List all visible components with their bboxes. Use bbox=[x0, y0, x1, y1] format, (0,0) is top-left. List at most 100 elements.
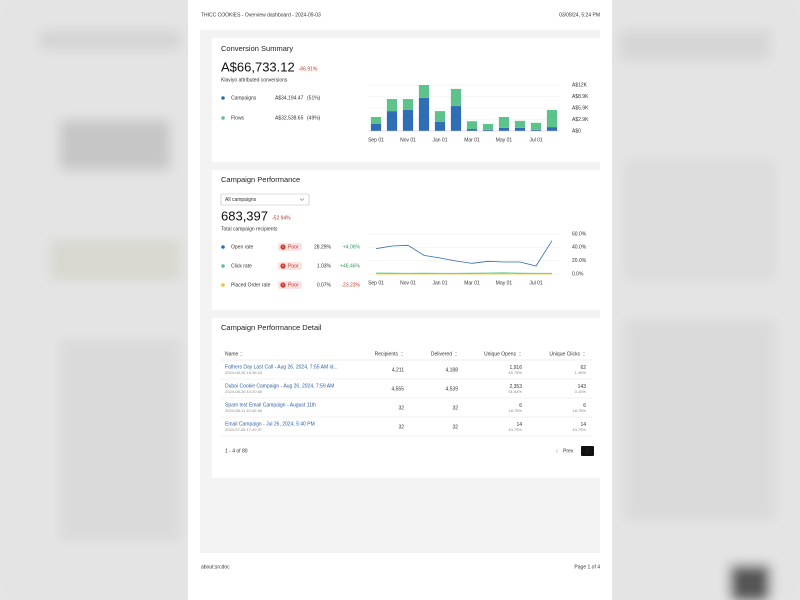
sort-icon bbox=[518, 351, 522, 357]
cell: 32 bbox=[398, 405, 404, 411]
bar-segment bbox=[386, 111, 398, 131]
header-left: THICC COOKIES - Overview dashboard - 202… bbox=[201, 12, 321, 18]
cell: 4,555 bbox=[391, 386, 404, 392]
bar-segment bbox=[450, 106, 462, 131]
cell: 62 bbox=[580, 365, 586, 371]
metric-change: -23.23% bbox=[341, 282, 360, 288]
line-series bbox=[375, 240, 553, 267]
subtitle: Klaviyo attributed conversions bbox=[221, 77, 288, 83]
metric-name: Click rate bbox=[231, 263, 252, 269]
campaign-name[interactable]: Email Campaign - Jul 26, 2024, 5:40 PM bbox=[225, 421, 315, 427]
total: A$66,733.12 bbox=[221, 59, 295, 74]
change: -66.91% bbox=[299, 66, 318, 72]
x-tick-label: May 01 bbox=[496, 280, 513, 286]
y-tick-label: A$2.9K bbox=[572, 117, 589, 123]
prev-button[interactable]: Prev bbox=[563, 448, 574, 454]
column-header[interactable]: Unique Clicks bbox=[549, 351, 580, 357]
column-header[interactable]: Delivered bbox=[431, 351, 452, 357]
bar-segment bbox=[514, 127, 526, 131]
campaign-date: 2024-07-26 17:42:37 bbox=[225, 427, 263, 432]
legend-dot bbox=[221, 264, 225, 268]
column-header[interactable]: Recipients bbox=[375, 351, 399, 357]
y-tick-label: A$5.9K bbox=[572, 105, 589, 111]
sort-icon bbox=[582, 351, 586, 357]
legend-share: (51%) bbox=[307, 95, 321, 101]
cell: 2,353 bbox=[509, 384, 522, 390]
bar-segment bbox=[466, 129, 478, 131]
bar-segment bbox=[498, 116, 510, 128]
card bbox=[212, 170, 600, 310]
metric-rate: 1.03% bbox=[317, 263, 332, 269]
x-tick-label: Nov 01 bbox=[400, 280, 416, 286]
bar-segment bbox=[450, 88, 462, 107]
sort-icon bbox=[240, 351, 243, 357]
dropdown-label[interactable]: All campaigns bbox=[225, 197, 257, 203]
status-label: Poor bbox=[288, 263, 299, 269]
blur-block bbox=[625, 320, 775, 520]
cell-pct: 1.48% bbox=[575, 370, 587, 375]
dropdown[interactable] bbox=[220, 193, 310, 206]
bar-segment bbox=[434, 111, 446, 123]
legend-dot bbox=[221, 245, 225, 249]
metric-name: Open rate bbox=[231, 244, 253, 250]
blur-block bbox=[730, 565, 770, 600]
campaign-name[interactable]: Dubai Cookie Campaign - Aug 26, 2024, 7:… bbox=[225, 383, 334, 389]
page-button[interactable] bbox=[581, 446, 594, 456]
metric-rate: 28.29% bbox=[314, 244, 332, 250]
line-series bbox=[375, 272, 552, 274]
cell-pct: 18.75% bbox=[508, 408, 522, 413]
subtitle: Total campaign recipients bbox=[221, 226, 278, 232]
bar-segment bbox=[466, 121, 478, 130]
legend-name: Flows bbox=[231, 115, 245, 121]
x-tick-label: Mar 01 bbox=[464, 280, 480, 286]
y-tick-label: A$0 bbox=[572, 128, 581, 134]
cell: 4,211 bbox=[392, 367, 404, 373]
campaign-date: 2024-08-11 10:42:48 bbox=[225, 408, 263, 413]
footer-right: Page 1 of 4 bbox=[574, 564, 600, 570]
bar-segment bbox=[418, 97, 430, 131]
bar-segment bbox=[402, 109, 414, 131]
metric-name: Placed Order rate bbox=[231, 282, 271, 288]
change: -52.94% bbox=[272, 215, 291, 221]
page-number[interactable]: 1 bbox=[586, 448, 589, 454]
x-tick-label: Jan 01 bbox=[432, 137, 447, 143]
blur-block bbox=[60, 340, 180, 540]
bar-segment bbox=[402, 99, 414, 110]
legend-total: A$34,194.47 bbox=[275, 95, 304, 101]
cell: 32 bbox=[398, 424, 404, 430]
bar-segment bbox=[434, 122, 446, 131]
campaign-name[interactable]: Spam test Email Campaign - August 11th bbox=[225, 402, 316, 408]
bar-segment bbox=[482, 129, 494, 131]
y-tick-label: 60.0% bbox=[572, 231, 587, 237]
legend-share: (49%) bbox=[307, 115, 321, 121]
bar-segment bbox=[514, 120, 526, 128]
bar-segment bbox=[370, 123, 382, 131]
metric-change: +46.46% bbox=[340, 263, 360, 269]
campaign-name[interactable]: Fathers Day Last Call - Aug 26, 2024, 7:… bbox=[225, 364, 338, 370]
y-tick-label: A$12K bbox=[572, 82, 588, 88]
status-label: Poor bbox=[288, 282, 299, 288]
sort-icon bbox=[454, 351, 458, 357]
bar-segment bbox=[546, 127, 558, 131]
prev-chevron bbox=[555, 448, 559, 454]
bar-segment bbox=[546, 109, 558, 128]
y-tick-label: 40.0% bbox=[572, 245, 587, 251]
bar-segment bbox=[482, 123, 494, 130]
cell: 6 bbox=[519, 403, 522, 409]
bar-segment bbox=[418, 85, 430, 98]
campaign-date: 2024-08-26 10:20:40 bbox=[225, 389, 263, 394]
legend-total: A$32,538.65 bbox=[275, 115, 304, 121]
y-tick-label: 20.0% bbox=[572, 258, 587, 264]
bar-segment bbox=[498, 127, 510, 131]
column-header[interactable]: Unique Opens bbox=[484, 351, 516, 357]
footer-left: about:srcdoc bbox=[201, 564, 230, 570]
column-header[interactable]: Name bbox=[225, 351, 239, 357]
cell-pct: 51.84% bbox=[508, 389, 522, 394]
blur-block bbox=[40, 30, 180, 50]
legend-dot bbox=[221, 283, 225, 287]
x-tick-label: May 01 bbox=[496, 137, 513, 143]
cell: 14 bbox=[580, 422, 586, 428]
x-tick-label: Jul 01 bbox=[529, 280, 543, 286]
bar-segment bbox=[370, 116, 382, 124]
